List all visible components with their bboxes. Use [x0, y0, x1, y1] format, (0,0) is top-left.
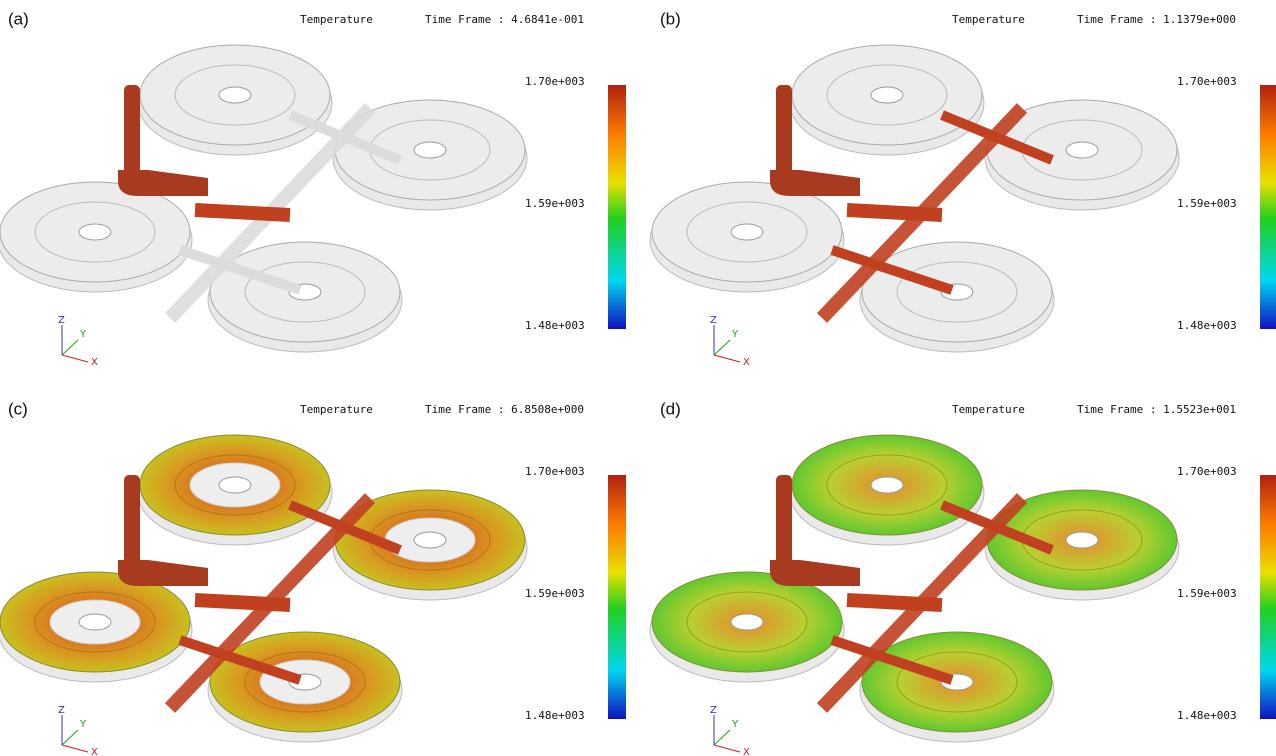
time-frame: Time Frame : 6.8508e+000 — [425, 403, 584, 416]
sprue-base — [118, 560, 208, 586]
panel-title: Temperature — [952, 403, 1025, 416]
time-frame: Time Frame : 1.1379e+000 — [1077, 13, 1236, 26]
colorbar — [1260, 85, 1276, 329]
axis-x — [62, 745, 88, 752]
axis-z-label: Z — [58, 705, 65, 716]
panel: (d) Temperature Time Frame : 1.5523e+001 1.… — [650, 399, 1276, 756]
axis-y-label: Y — [731, 719, 739, 730]
casting-hole — [731, 614, 763, 630]
axis-x-label: X — [743, 747, 750, 756]
colorbar — [1260, 475, 1276, 719]
axis-y-label: Y — [731, 329, 739, 340]
colorbar-max: 1.70e+003 — [1177, 75, 1237, 88]
figure: (a) Temperature Time Frame : 4.6841e-001 1.… — [0, 0, 1276, 756]
colorbar-min: 1.48e+003 — [525, 319, 585, 332]
axis-x — [714, 745, 740, 752]
sprue-base — [770, 560, 860, 586]
casting-hole — [414, 142, 446, 158]
casting-hole — [1066, 532, 1098, 548]
casting-hole — [79, 614, 111, 630]
time-frame: Time Frame : 1.5523e+001 — [1077, 403, 1236, 416]
runner-main — [847, 210, 942, 215]
axis-z-label: Z — [710, 705, 717, 716]
panel-label: (b) — [660, 9, 681, 28]
colorbar-max: 1.70e+003 — [525, 75, 585, 88]
colorbar-min: 1.48e+003 — [525, 709, 585, 722]
axis-y — [62, 730, 78, 745]
axis-x — [62, 355, 88, 362]
runner-main — [847, 600, 942, 605]
axis-x-label: X — [91, 357, 98, 368]
panel-label: (c) — [8, 399, 28, 418]
panel: (c) Temperature Time Frame : 6.8508e+000 1.… — [0, 399, 626, 756]
colorbar-min: 1.48e+003 — [1177, 319, 1237, 332]
axis-y — [714, 730, 730, 745]
colorbar — [608, 475, 626, 719]
panel: (a) Temperature Time Frame : 4.6841e-001 1.… — [0, 9, 626, 368]
casting-hole — [219, 87, 251, 103]
casting-hole — [871, 477, 903, 493]
axis-y-label: Y — [79, 719, 87, 730]
axis-x — [714, 355, 740, 362]
casting-hole — [1066, 142, 1098, 158]
axis-z-label: Z — [710, 315, 717, 326]
axis-y — [62, 340, 78, 355]
colorbar-mid: 1.59e+003 — [525, 587, 585, 600]
colorbar — [608, 85, 626, 329]
colorbar-max: 1.70e+003 — [1177, 465, 1237, 478]
casting-hole — [219, 477, 251, 493]
axis-x-label: X — [743, 357, 750, 368]
panel-label: (a) — [8, 9, 29, 28]
panel: (b) Temperature Time Frame : 1.1379e+000 1.… — [650, 9, 1276, 368]
panel-title: Temperature — [952, 13, 1025, 26]
axis-x-label: X — [91, 747, 98, 756]
sprue-base — [770, 170, 860, 196]
casting-hole — [871, 87, 903, 103]
axis-z-label: Z — [58, 315, 65, 326]
casting-hole — [79, 224, 111, 240]
panel-title: Temperature — [300, 13, 373, 26]
axis-y-label: Y — [79, 329, 87, 340]
colorbar-min: 1.48e+003 — [1177, 709, 1237, 722]
runner-main — [195, 210, 290, 215]
axis-y — [714, 340, 730, 355]
panel-label: (d) — [660, 399, 681, 418]
colorbar-mid: 1.59e+003 — [1177, 197, 1237, 210]
sprue-base — [118, 170, 208, 196]
casting-hole — [731, 224, 763, 240]
runner-main — [195, 600, 290, 605]
colorbar-mid: 1.59e+003 — [525, 197, 585, 210]
casting-hole — [414, 532, 446, 548]
colorbar-mid: 1.59e+003 — [1177, 587, 1237, 600]
time-frame: Time Frame : 4.6841e-001 — [425, 13, 584, 26]
panel-title: Temperature — [300, 403, 373, 416]
colorbar-max: 1.70e+003 — [525, 465, 585, 478]
